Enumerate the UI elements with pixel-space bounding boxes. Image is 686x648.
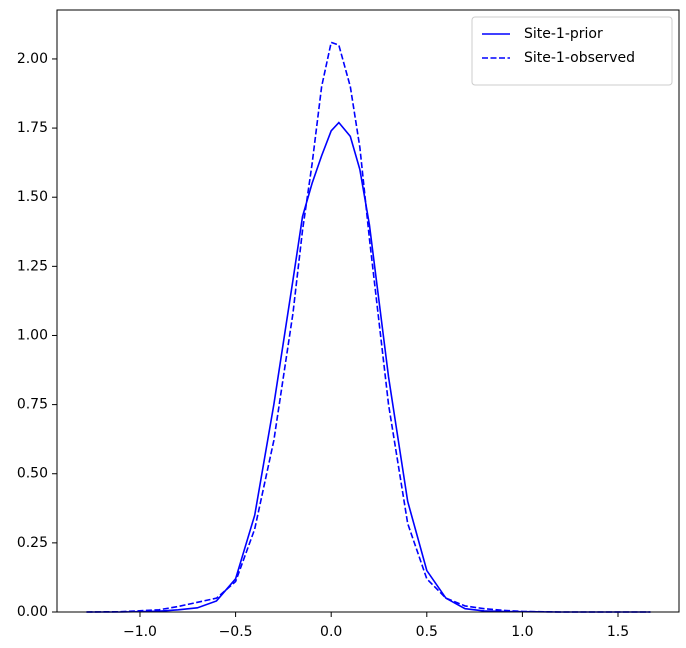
y-tick-label: 0.25: [17, 535, 48, 551]
x-tick-label: 1.0: [511, 624, 533, 640]
x-tick-label: 1.5: [607, 624, 629, 640]
line-series: [86, 41, 651, 613]
y-tick-label: 1.25: [17, 258, 48, 274]
plot-frame: [56, 9, 680, 613]
y-tick-label: 2.00: [17, 51, 48, 67]
legend-box: [471, 16, 673, 86]
y-tick-label: 0.00: [17, 604, 48, 620]
y-tick-label: 0.50: [17, 466, 48, 482]
y-tick-label: 1.50: [17, 189, 48, 205]
x-tick-label: 0.5: [416, 624, 438, 640]
x-tick-label: −0.5: [219, 624, 253, 640]
y-tick-label: 1.00: [17, 327, 48, 343]
y-tick-label: 0.75: [17, 397, 48, 413]
x-tick-label: −1.0: [123, 624, 157, 640]
legend-label: Site-1-observed: [524, 50, 635, 66]
legend: Site-1-prior Site-1-observed: [471, 16, 673, 86]
y-tick-label: 1.75: [17, 120, 48, 136]
line-series: [86, 121, 651, 613]
x-tick-label: 0.0: [320, 624, 342, 640]
legend-label: Site-1-prior: [524, 26, 603, 42]
